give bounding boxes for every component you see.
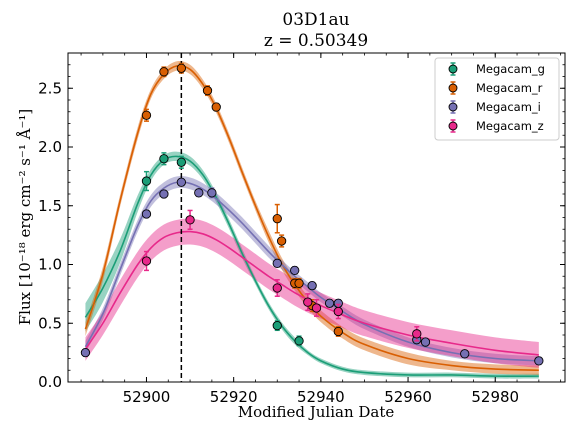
legend-box	[434, 57, 560, 141]
x-tick-label: 52980	[471, 388, 519, 406]
megacam-z-point	[185, 215, 195, 225]
megacam-i-point	[534, 356, 544, 366]
megacam-z-point	[412, 329, 422, 339]
megacam-i-point	[80, 347, 91, 358]
axis-ticks: 52900 52920 52940 52960 52980 0.0 0.5 1.0 1.5 2.0…	[38, 52, 565, 406]
y-tick-label: 0.5	[38, 314, 62, 332]
chart-title: 03D1au	[282, 10, 349, 30]
x-tick-label: 52900	[123, 388, 171, 406]
megacam-i-point	[159, 189, 169, 199]
megacam-g-point	[159, 154, 169, 164]
legend: Megacam_g Megacam_r Megacam_i Megacam_z	[434, 57, 560, 141]
megacam-i-point	[194, 188, 204, 198]
megacam-r-point	[202, 85, 213, 96]
model-curves	[84, 64, 539, 378]
megacam-r-legend-label: Megacam_r	[476, 81, 543, 95]
megacam-i-point	[460, 349, 470, 359]
x-tick-label: 52920	[210, 388, 258, 406]
megacam-r-point	[294, 278, 304, 288]
megacam-r-point	[159, 67, 169, 77]
megacam-r-point	[176, 63, 187, 73]
megacam-i-model-curve	[84, 181, 539, 362]
megacam-i-point	[324, 298, 335, 308]
y-tick-label: 0.0	[38, 373, 62, 391]
megacam-r-legend-marker	[448, 83, 458, 93]
megacam-g-point	[141, 176, 152, 186]
megacam-z-legend-label: Megacam_z	[476, 119, 544, 133]
megacam-r-point	[276, 236, 287, 246]
megacam-i-point	[141, 209, 152, 219]
megacam-i-point	[176, 177, 187, 187]
megacam-z-point	[303, 297, 313, 307]
x-tick-label: 52960	[384, 388, 432, 406]
megacam-r-point	[272, 214, 282, 224]
megacam-i-point	[290, 265, 300, 276]
chart-subtitle: z = 0.50349	[264, 31, 368, 51]
megacam-i-point	[307, 280, 317, 291]
megacam-g-point	[272, 320, 282, 331]
megacam-g-model-curve	[84, 155, 539, 378]
megacam-r-point	[333, 326, 343, 337]
megacam-z-point	[141, 256, 152, 266]
megacam-i-point	[420, 337, 431, 347]
megacam-r-point	[211, 102, 221, 112]
megacam-z-legend-marker	[448, 121, 458, 131]
megacam-z-point	[333, 306, 343, 317]
y-tick-label: 2.0	[38, 138, 62, 156]
megacam-g-point	[176, 157, 187, 167]
megacam-i-point	[207, 188, 217, 198]
megacam-g-legend-marker	[448, 64, 458, 74]
megacam-z-model-curve	[84, 230, 539, 356]
megacam-r-point	[141, 110, 152, 120]
y-tick-label: 1.0	[38, 256, 62, 274]
megacam-z-band	[85, 218, 539, 368]
megacam-i-legend-marker	[448, 102, 458, 112]
x-tick-label: 52940	[297, 388, 345, 406]
megacam-z-point	[272, 283, 282, 293]
megacam-i-legend-label: Megacam_i	[476, 100, 541, 114]
y-tick-label: 1.5	[38, 197, 62, 215]
megacam-z-point	[311, 303, 322, 313]
megacam-r-model-curve	[84, 64, 539, 372]
y-axis-label: Flux [10⁻¹⁸ erg cm⁻² s⁻¹ Å⁻¹]	[16, 109, 34, 326]
y-tick-label: 2.5	[38, 79, 62, 97]
x-axis-label: Modified Julian Date	[238, 403, 395, 421]
data-points	[80, 62, 544, 366]
megacam-g-point	[294, 336, 304, 346]
megacam-i-point	[272, 258, 282, 268]
megacam-g-legend-label: Megacam_g	[476, 62, 545, 76]
